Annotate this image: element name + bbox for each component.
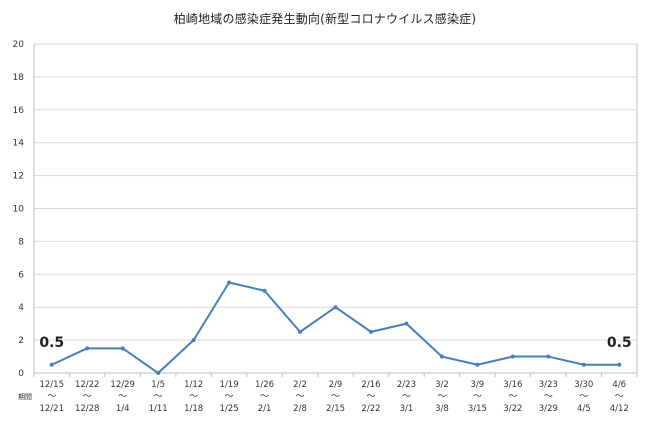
data-point (475, 362, 480, 367)
x-tick-label-start: 1/5 (151, 380, 165, 390)
x-tick-label-start: 12/29 (110, 380, 135, 390)
x-tick-label-start: 3/16 (503, 380, 522, 390)
x-tick-tilde: ～ (579, 392, 588, 402)
y-tick-label: 8 (18, 237, 24, 247)
x-tick-label-start: 1/26 (255, 380, 274, 390)
data-point (333, 305, 338, 310)
x-tick-label-end: 12/28 (75, 404, 100, 414)
x-tick-tilde: ～ (225, 392, 234, 402)
data-point (227, 280, 232, 285)
period-label: 期間 (18, 393, 32, 401)
x-tick-tilde: ～ (331, 392, 340, 402)
x-tick-label-end: 3/1 (400, 404, 414, 414)
data-point (546, 354, 551, 359)
x-tick-tilde: ～ (154, 392, 163, 402)
x-tick-label-start: 2/23 (397, 380, 416, 390)
x-tick-tilde: ～ (118, 392, 127, 402)
x-tick-label-end: 1/18 (184, 404, 203, 414)
data-point (439, 354, 444, 359)
x-tick-tilde: ～ (296, 392, 305, 402)
data-point (191, 338, 196, 343)
data-label: 0.5 (39, 335, 64, 351)
x-tick-label-end: 3/15 (468, 404, 487, 414)
series-line (51, 281, 620, 374)
data-point (85, 346, 90, 351)
chart-title: 柏崎地域の感染症発生動向(新型コロナウイルス感染症) (173, 12, 477, 26)
y-tick-label: 10 (13, 205, 25, 215)
data-point (617, 362, 622, 367)
y-tick-label: 12 (13, 172, 24, 182)
x-tick-tilde: ～ (189, 392, 198, 402)
data-label: 0.5 (607, 335, 632, 351)
x-tick-label-start: 3/2 (435, 380, 449, 390)
x-tick-label-end: 2/22 (361, 404, 380, 414)
x-tick-tilde: ～ (47, 392, 56, 402)
x-tick-tilde: ～ (508, 392, 517, 402)
y-tick-label: 14 (13, 139, 25, 149)
data-point (49, 362, 54, 367)
x-tick-label-start: 2/16 (361, 380, 380, 390)
x-tick-tilde: ～ (402, 392, 411, 402)
x-tick-label-end: 2/1 (258, 404, 272, 414)
x-tick-label-end: 1/11 (149, 404, 168, 414)
x-tick-label-end: 2/8 (293, 404, 307, 414)
y-tick-label: 4 (18, 303, 24, 313)
x-tick-label-end: 3/8 (435, 404, 449, 414)
y-tick-label: 2 (18, 336, 24, 346)
x-tick-label-end: 1/4 (116, 404, 130, 414)
x-tick-label-start: 3/30 (574, 380, 593, 390)
x-tick-label-end: 3/29 (539, 404, 558, 414)
x-tick-tilde: ～ (437, 392, 446, 402)
data-point (156, 371, 161, 375)
x-tick-label-start: 12/15 (39, 380, 64, 390)
x-tick-label-start: 1/12 (184, 380, 203, 390)
x-tick-label-start: 4/6 (612, 380, 626, 390)
x-tick-label-end: 12/21 (39, 404, 64, 414)
x-tick-tilde: ～ (544, 392, 553, 402)
x-tick-tilde: ～ (83, 392, 92, 402)
x-tick-label-start: 3/23 (539, 380, 558, 390)
x-tick-label-start: 3/9 (471, 380, 485, 390)
data-point (404, 321, 409, 326)
data-point (262, 288, 267, 293)
x-tick-label-end: 1/25 (220, 404, 239, 414)
x-tick-label-start: 2/2 (293, 380, 307, 390)
x-tick-tilde: ～ (260, 392, 269, 402)
data-point (298, 329, 303, 334)
x-tick-tilde: ～ (366, 392, 375, 402)
data-point (120, 346, 125, 351)
x-tick-label-start: 12/22 (75, 380, 100, 390)
x-tick-label-start: 1/19 (220, 380, 239, 390)
x-tick-tilde: ～ (473, 392, 482, 402)
y-tick-label: 16 (13, 106, 25, 116)
x-tick-label-end: 3/22 (503, 404, 522, 414)
y-tick-label: 6 (18, 270, 24, 280)
data-point (510, 354, 515, 359)
x-tick-label-end: 4/5 (577, 404, 591, 414)
x-tick-label-end: 2/15 (326, 404, 345, 414)
y-tick-label: 0 (18, 369, 24, 379)
x-tick-tilde: ～ (615, 392, 624, 402)
data-point (581, 362, 586, 367)
y-tick-label: 18 (13, 73, 25, 83)
x-tick-label-start: 2/9 (329, 380, 343, 390)
y-tick-label: 20 (13, 40, 25, 50)
data-point (368, 329, 373, 334)
x-tick-label-end: 4/12 (610, 404, 629, 414)
